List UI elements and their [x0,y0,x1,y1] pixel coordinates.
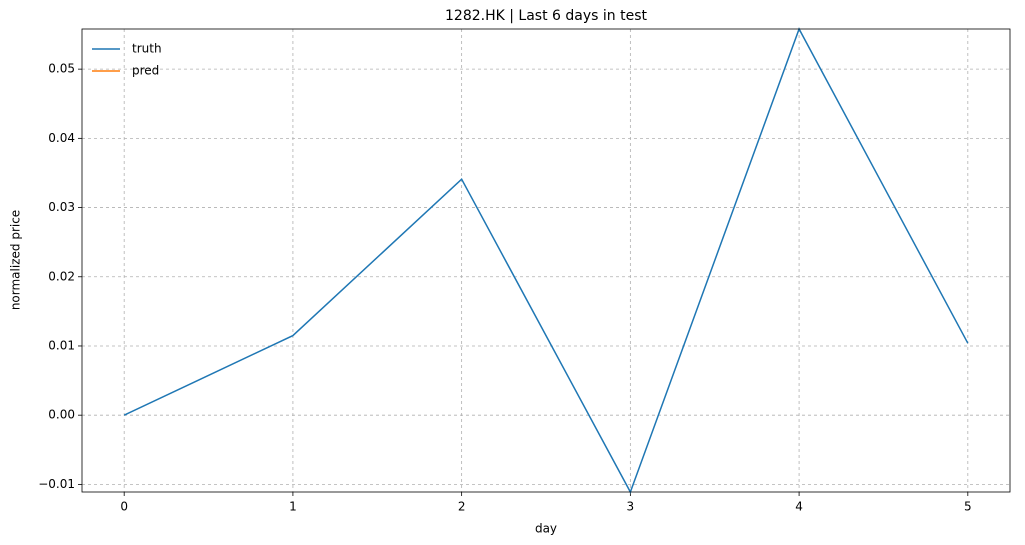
legend-label: truth [132,42,162,56]
chart-title: 1282.HK | Last 6 days in test [445,8,647,24]
x-tick-label: 4 [795,500,803,514]
y-tick-label: 0.05 [48,62,75,76]
y-tick-label: 0.03 [48,200,75,214]
y-tick-label: −0.01 [38,477,75,491]
y-axis-label: normalized price [9,210,23,310]
x-axis-label: day [535,522,557,536]
legend-label: pred [132,64,159,78]
y-tick-label: 0.02 [48,269,75,283]
x-tick-label: 0 [120,500,128,514]
y-tick-label: 0.04 [48,131,75,145]
x-tick-label: 5 [964,500,972,514]
x-tick-label: 3 [627,500,635,514]
y-tick-label: 0.01 [48,338,75,352]
series-line [123,27,969,494]
y-tick-label: 0.00 [48,408,75,422]
x-tick-label: 2 [458,500,466,514]
x-tick-label: 1 [289,500,297,514]
plot-frame [81,28,1011,493]
